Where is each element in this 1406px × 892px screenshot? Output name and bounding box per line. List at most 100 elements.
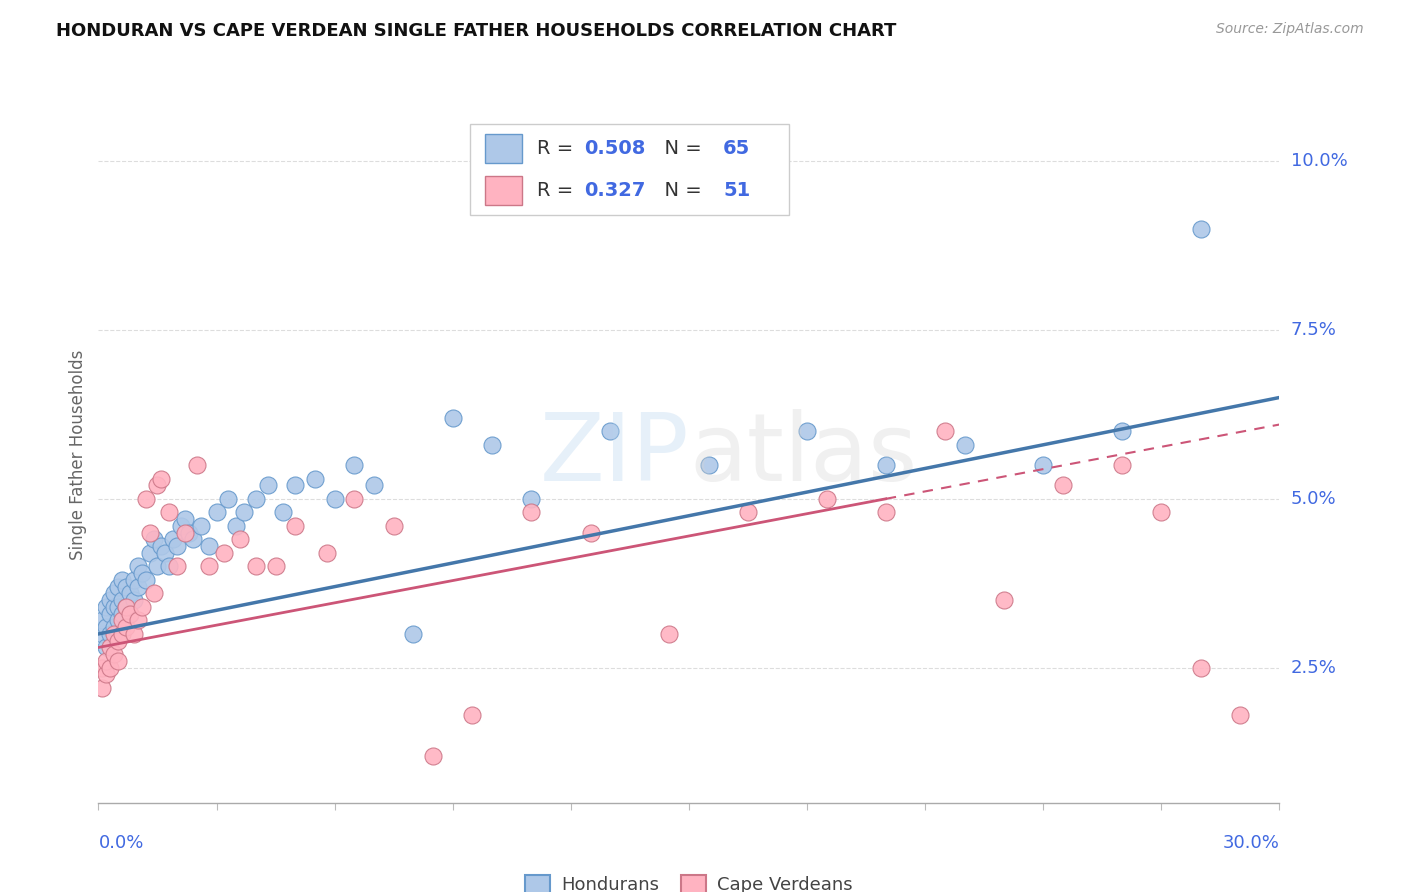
Point [115, 599, 138, 614]
Point [107, 580, 129, 594]
Point [96, 620, 118, 634]
Point [264, 559, 287, 574]
Point [157, 559, 180, 574]
Point [166, 559, 188, 574]
Point [135, 491, 157, 506]
Point [91, 661, 114, 675]
Point [343, 458, 366, 472]
Point [245, 491, 267, 506]
Point [142, 533, 165, 547]
Point [127, 614, 149, 628]
Point [96, 654, 118, 668]
Point [579, 525, 602, 540]
Point [402, 627, 425, 641]
Point [1229, 708, 1251, 723]
Point [422, 748, 444, 763]
FancyBboxPatch shape [485, 176, 523, 205]
Point [150, 472, 173, 486]
Point [103, 627, 125, 641]
Point [91, 614, 114, 628]
Point [115, 580, 138, 594]
Point [107, 654, 129, 668]
Text: 0.508: 0.508 [583, 139, 645, 159]
Point [142, 586, 165, 600]
Point [461, 708, 484, 723]
Point [115, 599, 138, 614]
Point [96, 667, 118, 681]
Point [107, 633, 129, 648]
Point [323, 491, 346, 506]
Point [190, 519, 212, 533]
FancyBboxPatch shape [485, 134, 523, 163]
Text: R =: R = [537, 181, 579, 200]
Text: 51: 51 [723, 181, 751, 200]
Text: Source: ZipAtlas.com: Source: ZipAtlas.com [1216, 22, 1364, 37]
Point [127, 580, 149, 594]
Point [103, 647, 125, 661]
Point [118, 607, 141, 621]
Point [131, 566, 153, 581]
Point [1052, 478, 1074, 492]
Point [815, 491, 838, 506]
Point [127, 559, 149, 574]
Point [166, 539, 188, 553]
Text: atlas: atlas [689, 409, 917, 501]
Point [96, 599, 118, 614]
Point [103, 620, 125, 634]
Point [107, 599, 129, 614]
Point [150, 539, 173, 553]
Point [107, 614, 129, 628]
Text: 30.0%: 30.0% [1223, 834, 1279, 852]
Point [111, 614, 134, 628]
Point [315, 546, 337, 560]
Point [934, 424, 956, 438]
Point [284, 478, 307, 492]
Point [875, 505, 897, 519]
Y-axis label: Single Father Households: Single Father Households [69, 350, 87, 560]
Text: 65: 65 [723, 139, 751, 159]
Point [1111, 424, 1133, 438]
Point [155, 546, 177, 560]
Point [111, 627, 134, 641]
Point [441, 410, 464, 425]
Point [363, 478, 385, 492]
Point [162, 533, 184, 547]
Point [170, 519, 193, 533]
Point [103, 599, 125, 614]
Point [229, 533, 252, 547]
Point [520, 505, 543, 519]
Point [273, 505, 295, 519]
Point [1189, 661, 1212, 675]
Point [111, 573, 134, 587]
Point [599, 424, 621, 438]
Point [177, 525, 200, 540]
Point [1032, 458, 1054, 472]
FancyBboxPatch shape [471, 124, 789, 215]
Text: 7.5%: 7.5% [1291, 321, 1337, 339]
Point [122, 627, 145, 641]
Point [174, 512, 197, 526]
Point [875, 458, 897, 472]
Text: N =: N = [652, 139, 709, 159]
Point [138, 525, 160, 540]
Point [91, 627, 114, 641]
Point [115, 620, 138, 634]
Point [111, 607, 134, 621]
Point [993, 593, 1015, 607]
Point [146, 478, 169, 492]
Point [122, 573, 145, 587]
Text: N =: N = [652, 181, 709, 200]
Point [225, 519, 247, 533]
Point [737, 505, 759, 519]
Point [138, 546, 160, 560]
Point [118, 586, 141, 600]
Point [256, 478, 278, 492]
Text: 2.5%: 2.5% [1291, 658, 1337, 677]
Point [382, 519, 405, 533]
Text: 10.0%: 10.0% [1291, 152, 1347, 170]
Legend: Hondurans, Cape Verdeans: Hondurans, Cape Verdeans [517, 867, 860, 892]
Point [135, 573, 157, 587]
Point [953, 438, 976, 452]
Point [197, 539, 219, 553]
Text: R =: R = [537, 139, 579, 159]
